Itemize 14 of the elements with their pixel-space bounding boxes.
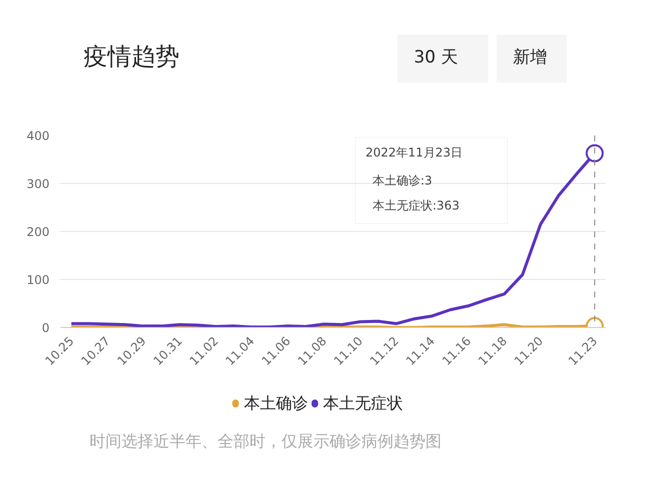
y-tick-label: 200 (26, 225, 50, 239)
text: 新增 (513, 48, 548, 68)
y-tick-label: 100 (26, 273, 50, 287)
annotation: 本土确诊:3 (372, 174, 432, 188)
y-tick-label: 400 (26, 129, 50, 143)
annotation: 2022年11月23日 (366, 146, 463, 160)
annotation: 本土无症状:363 (372, 198, 460, 212)
y-tick-label: 300 (26, 177, 50, 191)
legend-label: 本土确诊 (244, 394, 308, 412)
legend-label: 本土无症状 (323, 394, 404, 412)
text: 30 天 (414, 48, 458, 68)
y-tick-label: 0 (42, 321, 50, 335)
chart-title: 疫情趋势 (84, 42, 180, 70)
text: 时间选择近半年、全部时，仅展示确诊病例趋势图 (89, 432, 442, 450)
